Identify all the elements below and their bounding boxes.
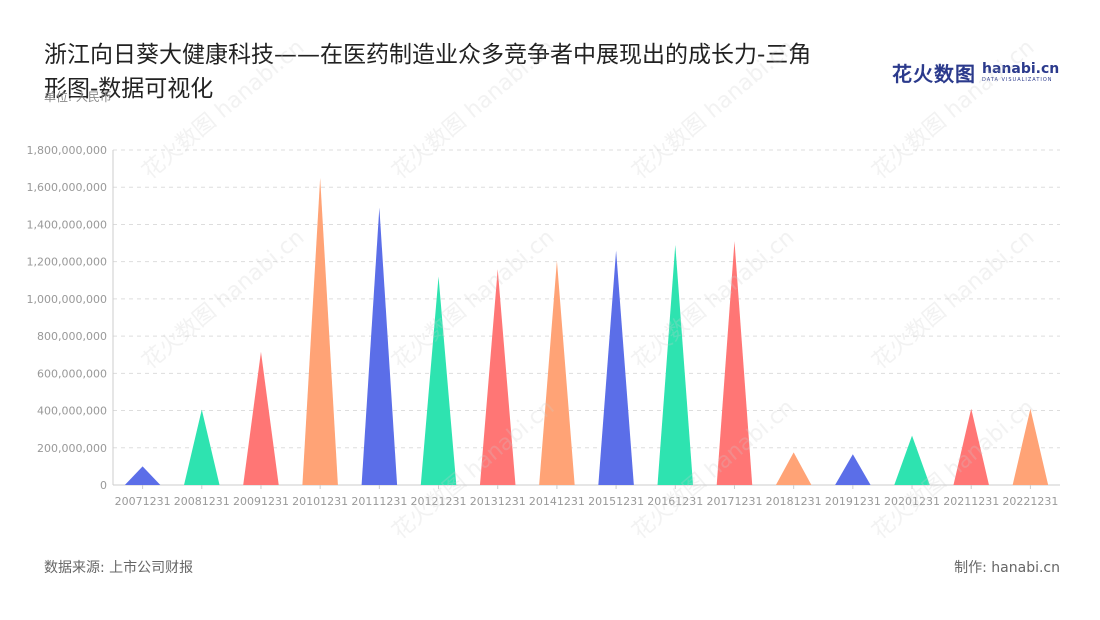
- x-tick-label: 20211231: [943, 495, 999, 508]
- triangle-bar: [598, 250, 634, 485]
- x-tick-label: 20071231: [115, 495, 171, 508]
- hanabi-logo: 花火数图 hanabi.cn DATA VISUALIZATION: [892, 58, 1059, 87]
- y-tick-label: 1,600,000,000: [27, 181, 107, 194]
- y-tick-label: 1,800,000,000: [27, 144, 107, 157]
- logo-cn-text: 花火数图: [892, 62, 976, 86]
- y-tick-label: 400,000,000: [37, 405, 107, 418]
- logo-sub-text: DATA VISUALIZATION: [982, 76, 1053, 83]
- watermark: 花火数图 hanabi.cn: [628, 395, 800, 545]
- x-tick-label: 20121231: [411, 495, 467, 508]
- triangle-bar: [953, 408, 989, 485]
- y-tick-label: 0: [100, 479, 107, 492]
- triangle-bar: [124, 466, 161, 485]
- triangle-bar: [716, 241, 753, 485]
- triangle-bar: [479, 269, 516, 485]
- x-tick-label: 20131231: [470, 495, 526, 508]
- triangle-bar: [657, 244, 694, 485]
- x-tick-label: 20161231: [647, 495, 703, 508]
- y-tick-label: 1,200,000,000: [27, 256, 107, 269]
- maker-credit: 制作: hanabi.cn: [954, 560, 1060, 576]
- chart-title: 浙江向日葵大健康科技——在医药制造业众多竞争者中展现出的成长力-三角形图-数据可…: [44, 42, 812, 102]
- triangle-bar: [243, 351, 279, 485]
- watermark: 花火数图 hanabi.cn: [868, 35, 1040, 185]
- triangle-bar: [539, 260, 575, 485]
- watermark: 花火数图 hanabi.cn: [138, 225, 310, 375]
- x-tick-label: 20081231: [174, 495, 230, 508]
- x-tick-label: 20091231: [233, 495, 289, 508]
- triangle-bar: [184, 409, 220, 485]
- triangle-bar: [302, 177, 338, 485]
- x-tick-label: 20201231: [884, 495, 940, 508]
- x-tick-label: 20101231: [292, 495, 348, 508]
- x-tick-label: 20181231: [766, 495, 822, 508]
- y-tick-label: 600,000,000: [37, 367, 107, 380]
- y-tick-label: 800,000,000: [37, 330, 107, 343]
- x-tick-label: 20151231: [588, 495, 644, 508]
- y-tick-label: 1,000,000,000: [27, 293, 107, 306]
- x-tick-label: 20221231: [1002, 495, 1058, 508]
- triangle-bar: [835, 454, 871, 485]
- data-source-note: 数据来源: 上市公司财报: [44, 560, 194, 576]
- triangle-bar: [894, 435, 930, 485]
- logo-en-block: hanabi.cn DATA VISUALIZATION: [982, 60, 1060, 84]
- watermark: 花火数图 hanabi.cn: [388, 35, 560, 185]
- watermark: 花火数图 hanabi.cn: [628, 225, 800, 375]
- logo-en-text: hanabi.cn: [982, 60, 1060, 77]
- x-tick-label: 20191231: [825, 495, 881, 508]
- watermark: 花火数图 hanabi.cn: [868, 395, 1040, 545]
- x-tick-label: 20141231: [529, 495, 585, 508]
- watermark: 花火数图 hanabi.cn: [868, 225, 1040, 375]
- triangle-bar: [361, 207, 398, 485]
- triangle-bar: [1012, 408, 1049, 485]
- triangle-bar: [420, 276, 457, 485]
- watermark: 花火数图 hanabi.cn: [388, 225, 560, 375]
- y-tick-label: 200,000,000: [37, 442, 107, 455]
- y-tick-label: 1,400,000,000: [27, 218, 107, 231]
- x-tick-label: 20171231: [706, 495, 762, 508]
- watermark: 花火数图 hanabi.cn: [138, 35, 310, 185]
- watermark: 花火数图 hanabi.cn: [628, 35, 800, 185]
- watermark: 花火数图 hanabi.cn: [388, 395, 560, 545]
- unit-label: 单位: 人民币: [44, 90, 112, 104]
- x-tick-label: 20111231: [351, 495, 407, 508]
- triangle-bar: [775, 452, 812, 485]
